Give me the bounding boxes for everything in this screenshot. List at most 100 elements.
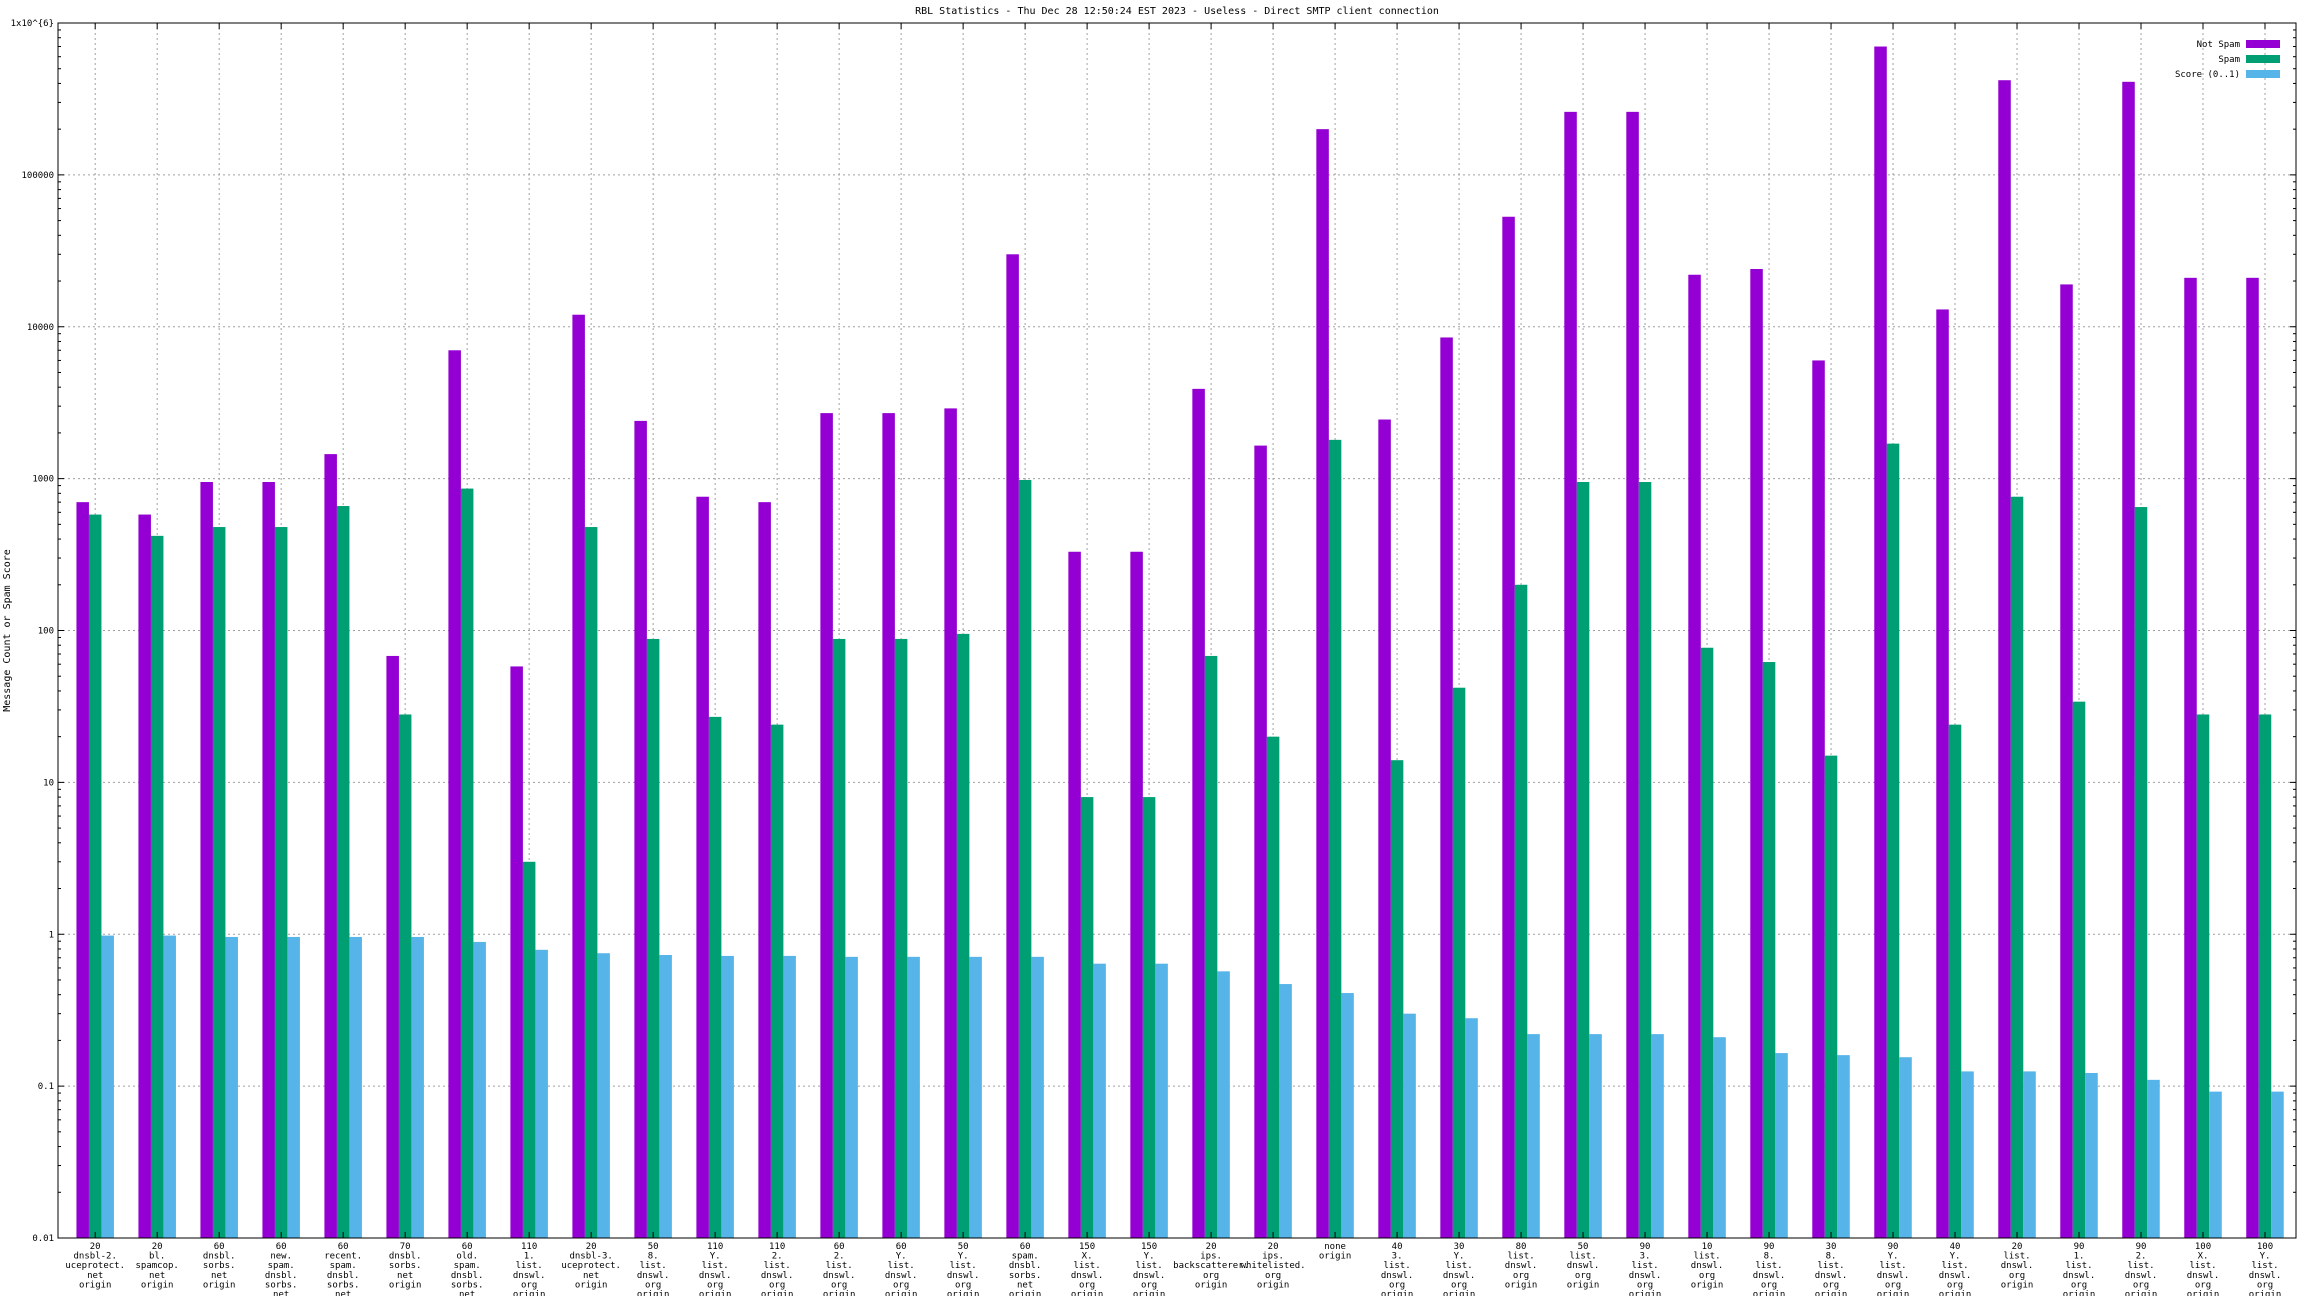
x-tick-label-line: org	[645, 1280, 661, 1290]
x-tick-label-line: dnswl.	[637, 1271, 670, 1281]
x-tick-label-line: list.	[1446, 1261, 1473, 1271]
x-tick-label-line: 1.	[2074, 1252, 2085, 1262]
bar-spam	[584, 527, 598, 1238]
x-tick-label-line: org	[521, 1280, 537, 1290]
y-axis-ticks: 0.01 0.1 1 10 100 1000 10000 100000 1x10^{6}	[11, 19, 2296, 1244]
x-tick-label-line: list.	[1136, 1261, 1163, 1271]
x-tick-label-line: 20	[1206, 1242, 1217, 1252]
x-tick-label-line: list.	[2065, 1261, 2092, 1271]
x-tick-label-line: dnsbl.	[1009, 1261, 1042, 1271]
x-tick-label-line: sorbs.	[451, 1280, 484, 1290]
bar-spam	[2134, 507, 2148, 1238]
x-tick-label-line: recent.	[324, 1252, 362, 1262]
x-tick-label-line: origin	[1505, 1280, 1538, 1290]
x-tick-label: 40 3. list. dnswl. org origin	[1381, 1242, 1414, 1296]
x-tick-label-line: 100	[2257, 1242, 2273, 1252]
bar-score-0-1	[225, 936, 238, 1238]
bar-spam	[212, 527, 226, 1238]
x-tick-label-line: org	[1637, 1280, 1653, 1290]
x-tick-label-line: org	[2071, 1280, 2087, 1290]
bar-score-0-1	[1527, 1034, 1540, 1238]
x-tick-label-line: origin	[1877, 1290, 1910, 1296]
bar-not-spam	[1564, 111, 1577, 1238]
x-tick-label-line: 3.	[1392, 1252, 1403, 1262]
x-tick-label-line: org	[1141, 1280, 1157, 1290]
bar-score-0-1	[1403, 1013, 1416, 1238]
x-tick-label-line: dnswl.	[1691, 1261, 1724, 1271]
bar-not-spam	[510, 666, 523, 1238]
bar-score-0-1	[1217, 971, 1230, 1238]
x-tick-label-line: dnsbl.	[327, 1271, 360, 1281]
x-tick-label-line: none	[1324, 1242, 1346, 1252]
x-tick-label-line: origin	[1133, 1290, 1166, 1296]
x-tick-label-line: origin	[1319, 1252, 1352, 1262]
x-tick-label-line: net	[1017, 1280, 1033, 1290]
x-tick-label-line: org	[1947, 1280, 1963, 1290]
x-tick-label-line: 50	[648, 1242, 659, 1252]
x-tick-label: 20 list. dnswl. org origin	[2001, 1242, 2034, 1290]
bar-spam	[398, 714, 412, 1238]
x-tick-label-line: dnswl.	[761, 1271, 794, 1281]
x-tick-label-line: org	[2009, 1271, 2025, 1281]
x-tick-label-line: 60	[462, 1242, 473, 1252]
bars	[76, 46, 2284, 1239]
x-tick-label: 40 Y. list. dnswl. org origin	[1939, 1242, 1972, 1296]
x-tick-label-line: spam.	[330, 1261, 357, 1271]
bar-spam	[336, 506, 350, 1239]
bar-spam	[1390, 760, 1404, 1238]
bar-not-spam	[76, 502, 89, 1238]
x-tick-label-line: origin	[1009, 1290, 1042, 1296]
x-tick-label-line: origin	[79, 1280, 112, 1290]
bar-spam	[1266, 736, 1280, 1238]
x-tick-label-line: dnswl.	[2063, 1271, 2096, 1281]
bar-not-spam	[2060, 284, 2073, 1238]
x-tick-label: 90 3. list. dnswl. org origin	[1629, 1242, 1662, 1296]
x-tick-label-line: org	[707, 1280, 723, 1290]
y-tick-label: 0.01	[32, 1234, 54, 1244]
x-tick-label-line: origin	[1567, 1280, 1600, 1290]
x-tick-label-line: origin	[947, 1290, 980, 1296]
y-tick-label: 1x10^{6}	[11, 19, 54, 29]
x-tick-label-line: dnswl.	[1133, 1271, 1166, 1281]
x-tick-label-line: org	[1203, 1271, 1219, 1281]
x-tick-label-line: 40	[1950, 1242, 1961, 1252]
x-tick-label-line: origin	[699, 1290, 732, 1296]
bar-not-spam	[882, 413, 895, 1238]
x-tick-label-line: 30	[1454, 1242, 1465, 1252]
x-tick-label-line: Y.	[2260, 1252, 2271, 1262]
bar-score-0-1	[1155, 963, 1168, 1238]
bar-score-0-1	[287, 936, 300, 1238]
x-tick-label-line: list.	[2189, 1261, 2216, 1271]
x-tick-label-line: 50	[1578, 1242, 1589, 1252]
bar-not-spam	[1502, 216, 1515, 1238]
x-tick-label-line: 60	[214, 1242, 225, 1252]
x-tick-label-line: 50	[958, 1242, 969, 1252]
bar-spam	[1948, 724, 1962, 1238]
x-tick-label-line: list.	[1817, 1261, 1844, 1271]
x-tick-label-line: Y.	[1950, 1252, 1961, 1262]
x-tick-label: 90 8. list. dnswl. org origin	[1753, 1242, 1786, 1296]
x-tick-label-line: dnswl.	[1753, 1271, 1786, 1281]
x-tick-label-line: 20	[586, 1242, 597, 1252]
x-tick-label-line: org	[2257, 1280, 2273, 1290]
x-tick-label-line: org	[1513, 1271, 1529, 1281]
x-tick-label-line: org	[2133, 1280, 2149, 1290]
x-tick-label: 20 bl. spamcop. net origin	[136, 1242, 179, 1290]
bar-not-spam	[262, 482, 275, 1238]
x-tick-label: 60 dnsbl. sorbs. net origin	[203, 1242, 236, 1290]
y-tick-label: 10000	[27, 323, 54, 333]
x-tick-label-line: origin	[637, 1290, 670, 1296]
x-tick-label-line: dnswl.	[1877, 1271, 1910, 1281]
y-axis-label: Message Count or Spam Score	[2, 549, 13, 712]
x-tick-label-line: dnswl.	[823, 1271, 856, 1281]
x-tick-label-line: org	[1885, 1280, 1901, 1290]
x-tick-label-line: ips.	[1200, 1252, 1222, 1262]
bar-spam	[522, 861, 536, 1238]
legend-swatch	[2246, 55, 2280, 63]
x-tick-label-line: origin	[1815, 1290, 1848, 1296]
legend-swatch	[2246, 40, 2280, 48]
x-tick-label-line: list.	[1879, 1261, 1906, 1271]
x-tick-label-line: list.	[826, 1261, 853, 1271]
x-tick-label: 100 Y. list. dnswl. org origin	[2249, 1242, 2282, 1296]
x-tick-label-line: origin	[1071, 1290, 1104, 1296]
